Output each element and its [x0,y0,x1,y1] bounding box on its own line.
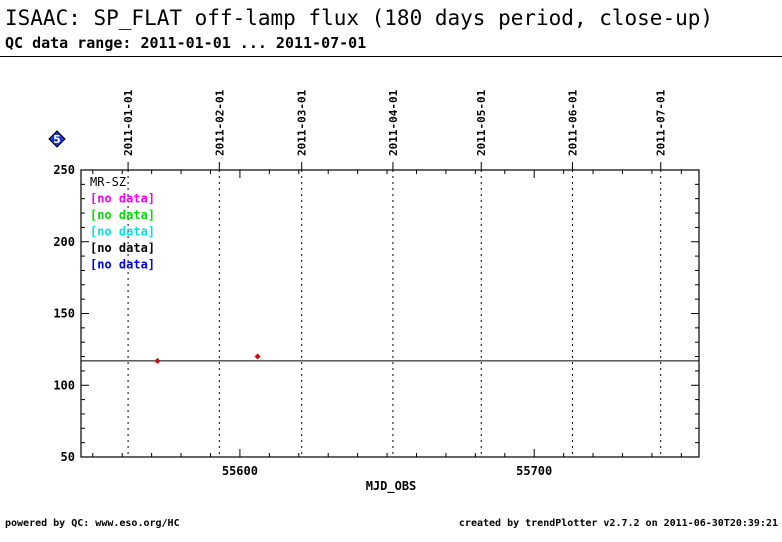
date-label: 2011-05-01 [475,89,488,156]
legend-entry: [no data] [90,192,155,206]
legend-entry: [no data] [90,258,155,272]
axes: 50 100 150 200 250 55600 55700 [53,163,700,478]
chart-subtitle: QC data range: 2011-01-01 ... 2011-07-01 [5,34,367,52]
y-tick-label: 150 [53,307,75,321]
legend-entry: [no data] [90,208,155,222]
date-label: 2011-06-01 [566,89,579,156]
y-tick-label: 200 [53,235,75,249]
chart-title: ISAAC: SP_FLAT off-lamp flux (180 days p… [5,6,714,30]
y-tick-label: 250 [53,163,75,177]
date-label: 2011-03-01 [296,89,309,156]
date-label: 2011-04-01 [387,89,400,156]
date-labels: 2011-01-01 2011-02-01 2011-03-01 2011-04-01… [122,89,668,156]
legend-entry: [no data] [90,241,155,255]
date-label: 2011-01-01 [122,89,135,156]
title-divider [0,56,782,57]
date-label: 2011-02-01 [213,89,226,156]
plot-frame [80,169,700,458]
x-tick-label: 55600 [222,464,258,478]
legend-entry: MR-SZ [90,175,126,189]
badge-label: 5 [53,133,61,146]
footer-timestamp: created by trendPlotter v2.7.2 on 2011-0… [458,518,778,529]
chart: 5 2011-01-01 2011-02-01 2011-03-01 2011-04-… [48,89,700,494]
data-points [154,353,261,364]
x-tick-label: 55700 [516,464,552,478]
data-point [154,357,161,364]
badge-diamond [48,130,66,148]
date-gridlines [127,162,662,457]
x-axis-label: MJD_OBS [366,479,417,494]
y-tick-label: 50 [61,450,75,464]
y-tick-label: 100 [53,378,75,392]
date-label: 2011-07-01 [655,89,668,156]
series-badge-icon: 5 [48,130,66,148]
data-point [254,353,261,360]
legend-entry: [no data] [90,225,155,239]
footer-credit: powered by QC: www.eso.org/HC [5,518,180,529]
legend: MR-SZ [no data] [no data] [no data] [no data… [90,175,155,272]
